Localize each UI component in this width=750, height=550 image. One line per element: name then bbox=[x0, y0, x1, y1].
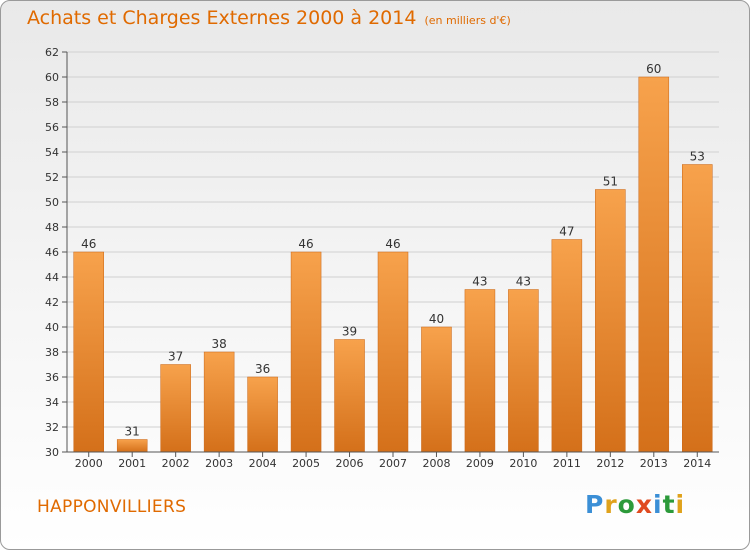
bar bbox=[116, 439, 148, 453]
x-axis: 2000 2001 2002 2003 2004 2005 2006 2007 2008 2009… bbox=[67, 451, 719, 470]
bar bbox=[290, 251, 322, 453]
bar-value-label: 43 bbox=[516, 275, 531, 289]
bar-value-label: 47 bbox=[559, 225, 574, 239]
bar bbox=[73, 251, 104, 453]
bar bbox=[377, 251, 409, 453]
bars: 46 31 37 38 36 46 39 46 40 43 43 47 51 60 53 bbox=[73, 62, 713, 453]
y-tick-label: 38 bbox=[45, 346, 59, 359]
x-tick-label: 2014 bbox=[683, 457, 711, 470]
y-tick-label: 44 bbox=[45, 271, 59, 284]
y-tick-label: 46 bbox=[45, 246, 59, 259]
proxiti-logo: Proxiti bbox=[585, 490, 685, 519]
bar bbox=[638, 76, 670, 453]
bar bbox=[160, 364, 191, 453]
x-tick-label: 2000 bbox=[75, 457, 103, 470]
bar-value-label: 46 bbox=[298, 237, 313, 251]
chart-subtitle: (en milliers d'€) bbox=[424, 14, 511, 27]
y-tick-label: 60 bbox=[45, 71, 59, 84]
x-tick-label: 2004 bbox=[249, 457, 277, 470]
logo-letter: i bbox=[675, 490, 686, 519]
bar-value-label: 60 bbox=[646, 62, 661, 76]
y-tick-label: 48 bbox=[45, 221, 59, 234]
logo-letter: t bbox=[662, 490, 676, 519]
logo-letter: P bbox=[585, 490, 605, 519]
title-text: Achats et Charges Externes 2000 à 2014 bbox=[27, 7, 417, 29]
y-tick-label: 58 bbox=[45, 96, 59, 109]
bar bbox=[508, 289, 539, 453]
bar-value-label: 31 bbox=[125, 425, 140, 439]
x-tick-label: 2011 bbox=[553, 457, 581, 470]
city-name: HAPPONVILLIERS bbox=[37, 497, 187, 517]
y-tick-label: 54 bbox=[45, 146, 59, 159]
bar bbox=[682, 164, 713, 453]
y-tick-label: 32 bbox=[45, 421, 59, 434]
y-tick-label: 62 bbox=[45, 46, 59, 59]
bar-value-label: 37 bbox=[168, 350, 183, 364]
y-tick-label: 30 bbox=[45, 446, 59, 459]
bar bbox=[203, 351, 235, 453]
x-tick-label: 2013 bbox=[640, 457, 668, 470]
bar-value-label: 40 bbox=[429, 312, 444, 326]
y-tick-label: 50 bbox=[45, 196, 59, 209]
x-tick-label: 2008 bbox=[422, 457, 450, 470]
bar-value-label: 51 bbox=[603, 175, 618, 189]
bar-value-label: 53 bbox=[690, 150, 705, 164]
bar bbox=[334, 339, 365, 453]
bar-value-label: 46 bbox=[385, 237, 400, 251]
y-tick-label: 40 bbox=[45, 321, 59, 334]
x-tick-label: 2006 bbox=[336, 457, 364, 470]
bar-value-label: 36 bbox=[255, 362, 270, 376]
logo-letter: r bbox=[604, 490, 618, 519]
y-tick-label: 52 bbox=[45, 171, 59, 184]
bar-value-label: 43 bbox=[472, 275, 487, 289]
bar bbox=[595, 189, 626, 453]
x-tick-label: 2001 bbox=[118, 457, 146, 470]
y-tick-label: 36 bbox=[45, 371, 59, 384]
bar-value-label: 46 bbox=[81, 237, 96, 251]
bar bbox=[464, 289, 496, 453]
y-axis: 30 32 34 36 38 40 42 44 46 48 50 52 54 56 58 60 62 bbox=[45, 46, 68, 459]
x-tick-label: 2009 bbox=[466, 457, 494, 470]
x-tick-label: 2012 bbox=[596, 457, 624, 470]
x-tick-label: 2002 bbox=[162, 457, 190, 470]
logo-letter: i bbox=[653, 490, 663, 519]
y-tick-label: 56 bbox=[45, 121, 59, 134]
bar bbox=[551, 239, 583, 453]
logo-letter: x bbox=[635, 490, 653, 519]
x-tick-label: 2007 bbox=[379, 457, 407, 470]
x-tick-label: 2003 bbox=[205, 457, 233, 470]
x-tick-label: 2010 bbox=[509, 457, 537, 470]
y-tick-label: 42 bbox=[45, 296, 59, 309]
x-tick-label: 2005 bbox=[292, 457, 320, 470]
logo-letter: o bbox=[617, 490, 636, 519]
chart-title: Achats et Charges Externes 2000 à 2014 (e… bbox=[27, 7, 511, 29]
bar bbox=[247, 376, 278, 453]
bar bbox=[421, 326, 452, 453]
y-tick-label: 34 bbox=[45, 396, 59, 409]
bar-value-label: 38 bbox=[211, 337, 226, 351]
bar-value-label: 39 bbox=[342, 325, 357, 339]
